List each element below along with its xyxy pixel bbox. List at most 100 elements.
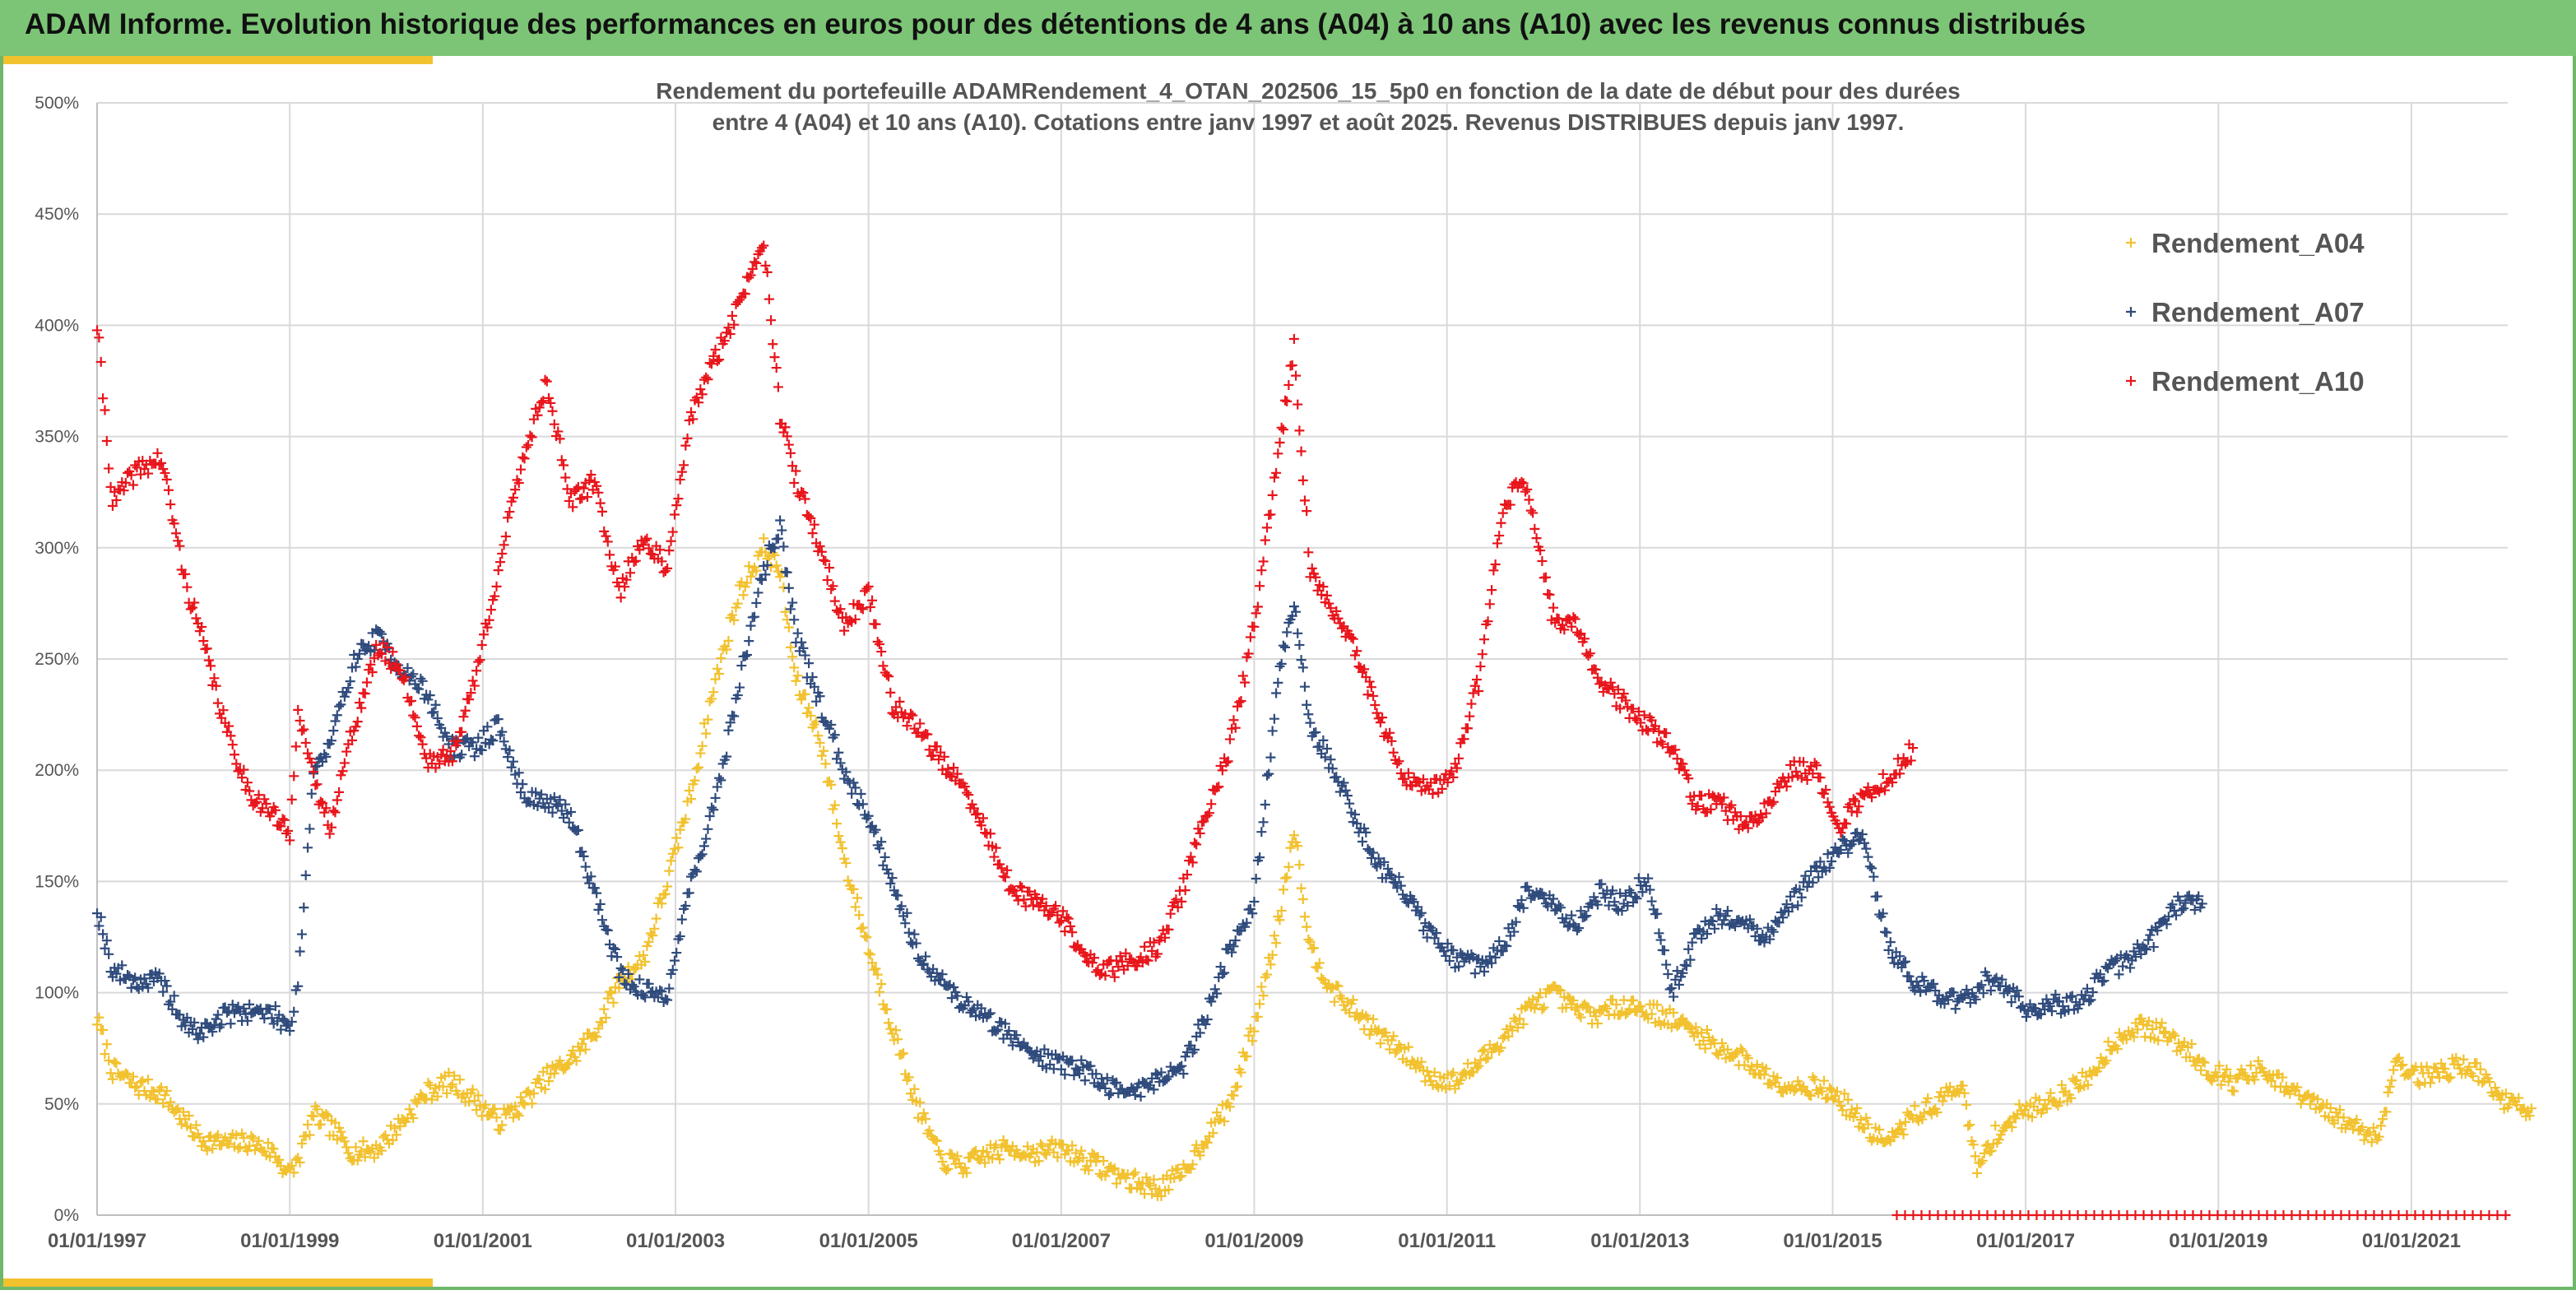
data-point-Rendement_A10 <box>791 466 801 476</box>
data-point-Rendement_A07 <box>1796 892 1807 903</box>
data-point-Rendement_A04 <box>1156 1190 1167 1201</box>
y-tick-label: 300% <box>35 539 79 558</box>
data-point-Rendement_A10 <box>695 384 706 395</box>
data-point-Rendement_A04 <box>315 1119 326 1130</box>
data-point-Rendement_A04 <box>198 1136 209 1147</box>
data-point-Rendement_A07 <box>615 963 626 973</box>
data-point-Rendement_A07 <box>2087 987 2098 998</box>
data-point-Rendement_A07 <box>2136 949 2147 959</box>
data-point-Rendement_A07 <box>1280 642 1291 652</box>
data-point-Rendement_A04 <box>796 694 807 705</box>
data-point-Rendement_A10 <box>534 402 545 413</box>
data-point-Rendement_A10 <box>789 478 800 489</box>
data-point-Rendement_A10 <box>475 655 485 666</box>
data-point-Rendement_A04 <box>2403 1070 2414 1080</box>
data-point-Rendement_A04 <box>854 910 865 921</box>
data-point-Rendement_A10 <box>1781 781 1792 791</box>
data-point-Rendement_A10 <box>1172 902 1183 912</box>
data-point-Rendement_A04 <box>237 1128 248 1139</box>
data-point-Rendement_A07 <box>1178 1069 1189 1079</box>
zero-point <box>2484 1210 2495 1220</box>
data-point-Rendement_A10 <box>453 735 463 746</box>
data-point-Rendement_A07 <box>1952 996 1962 1007</box>
data-point-Rendement_A04 <box>1309 943 1320 954</box>
data-point-Rendement_A07 <box>1385 869 1395 879</box>
data-point-Rendement_A04 <box>642 941 652 952</box>
data-point-Rendement_A07 <box>676 914 687 925</box>
data-point-Rendement_A07 <box>1622 901 1633 912</box>
zero-point <box>1966 1210 1976 1220</box>
data-point-Rendement_A04 <box>185 1123 196 1134</box>
data-point-Rendement_A07 <box>286 1016 297 1027</box>
data-point-Rendement_A07 <box>1942 995 1953 1005</box>
data-point-Rendement_A07 <box>2050 990 2061 1000</box>
data-point-Rendement_A07 <box>1200 1019 1211 1030</box>
data-point-Rendement_A07 <box>1561 913 1571 924</box>
data-point-Rendement_A04 <box>685 794 696 805</box>
data-point-Rendement_A10 <box>318 798 327 809</box>
accent-bar-top <box>3 56 433 64</box>
data-point-Rendement_A10 <box>1206 799 1217 810</box>
data-point-Rendement_A10 <box>1377 712 1388 723</box>
zero-point <box>1924 1210 1935 1220</box>
data-point-Rendement_A04 <box>1255 999 1265 1009</box>
data-point-Rendement_A07 <box>1609 897 1620 907</box>
data-point-Rendement_A07 <box>1264 768 1274 779</box>
zero-point <box>1998 1210 2009 1220</box>
data-point-Rendement_A10 <box>996 863 1007 874</box>
data-point-Rendement_A04 <box>2225 1070 2235 1081</box>
data-point-Rendement_A07 <box>1228 941 1239 952</box>
data-point-Rendement_A07 <box>762 559 773 570</box>
data-point-Rendement_A10 <box>766 315 777 326</box>
data-point-Rendement_A04 <box>2161 1027 2171 1037</box>
zero-point <box>1974 1210 1984 1220</box>
data-point-Rendement_A07 <box>2170 910 2181 921</box>
data-point-Rendement_A04 <box>515 1092 526 1102</box>
data-point-Rendement_A10 <box>1002 865 1013 875</box>
data-point-Rendement_A04 <box>248 1133 258 1144</box>
data-point-Rendement_A10 <box>1451 763 1462 773</box>
data-point-Rendement_A10 <box>1908 743 1919 754</box>
data-point-Rendement_A04 <box>2175 1045 2186 1056</box>
data-point-Rendement_A04 <box>664 865 675 876</box>
data-point-Rendement_A04 <box>1993 1135 2004 1145</box>
data-point-Rendement_A04 <box>640 957 651 968</box>
data-point-Rendement_A07 <box>1965 998 1975 1009</box>
data-point-Rendement_A10 <box>1236 695 1246 706</box>
data-point-Rendement_A07 <box>513 768 524 778</box>
data-point-Rendement_A10 <box>856 603 866 614</box>
data-point-Rendement_A04 <box>2304 1099 2315 1110</box>
data-point-Rendement_A04 <box>1602 1003 1613 1014</box>
data-point-Rendement_A07 <box>1267 726 1278 736</box>
data-point-Rendement_A07 <box>1571 925 1582 935</box>
data-point-Rendement_A07 <box>870 824 881 835</box>
data-point-Rendement_A10 <box>231 759 242 769</box>
data-point-Rendement_A07 <box>1744 914 1755 925</box>
data-point-Rendement_A04 <box>1271 938 1282 949</box>
zero-point <box>2204 1210 2215 1220</box>
data-point-Rendement_A07 <box>1494 936 1505 947</box>
data-point-Rendement_A04 <box>1553 984 1564 995</box>
data-point-Rendement_A04 <box>2285 1088 2295 1099</box>
zero-point <box>2122 1210 2133 1220</box>
data-point-Rendement_A04 <box>1824 1083 1835 1093</box>
data-point-Rendement_A04 <box>321 1109 332 1120</box>
data-point-Rendement_A04 <box>303 1120 313 1130</box>
zero-point <box>2352 1210 2363 1220</box>
data-point-Rendement_A10 <box>518 452 528 462</box>
data-point-Rendement_A10 <box>105 481 116 492</box>
data-point-Rendement_A10 <box>1294 425 1305 436</box>
data-point-Rendement_A10 <box>1353 661 1364 672</box>
data-point-Rendement_A10 <box>1177 896 1187 907</box>
data-point-Rendement_A04 <box>107 1074 118 1084</box>
data-point-Rendement_A04 <box>1528 994 1539 1005</box>
data-point-Rendement_A04 <box>343 1148 354 1158</box>
data-point-Rendement_A07 <box>1212 988 1223 999</box>
data-point-Rendement_A07 <box>1837 834 1848 845</box>
data-point-Rendement_A07 <box>1868 871 1879 882</box>
data-point-Rendement_A04 <box>968 1147 979 1158</box>
data-point-Rendement_A04 <box>2073 1083 2084 1093</box>
data-point-Rendement_A07 <box>856 788 866 799</box>
data-point-Rendement_A07 <box>123 970 133 981</box>
data-point-Rendement_A04 <box>2081 1071 2091 1082</box>
